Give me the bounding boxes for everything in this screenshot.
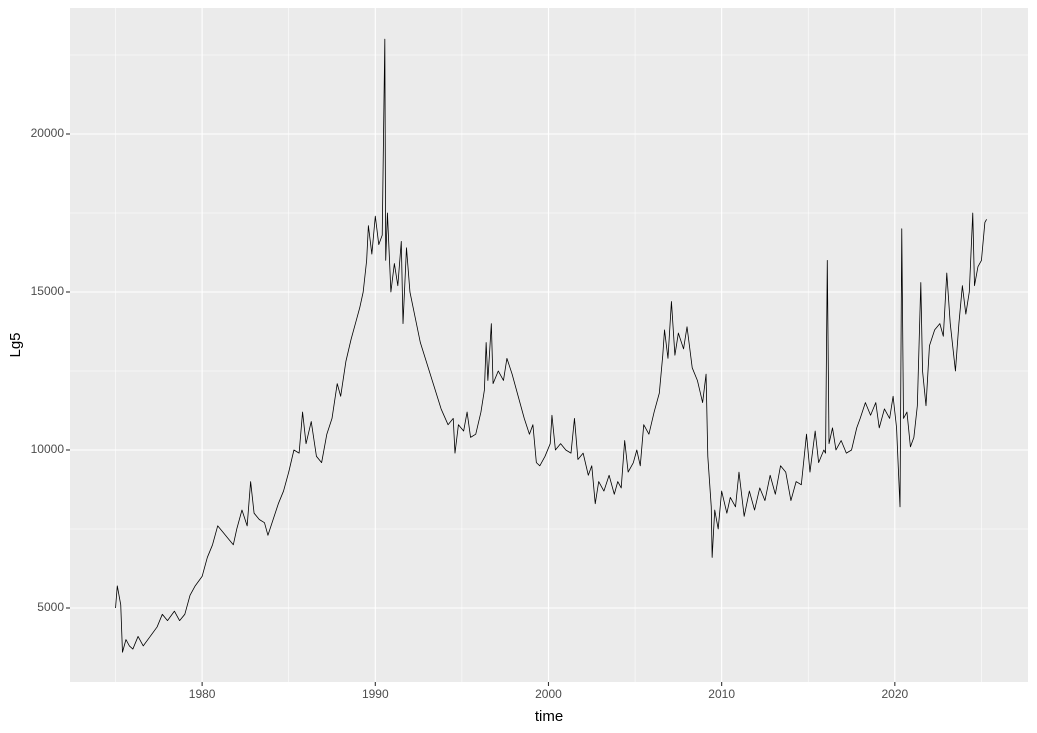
- y-tick-label: 5000: [37, 600, 64, 614]
- y-tick-label: 10000: [31, 442, 65, 456]
- x-tick-label: 2010: [708, 687, 735, 701]
- x-tick-label: 1990: [362, 687, 389, 701]
- y-tick-label: 15000: [31, 284, 65, 298]
- line: [115, 38, 987, 653]
- x-tick-label: 1980: [189, 687, 216, 701]
- x-tick-label: 2000: [535, 687, 562, 701]
- y-tick-label: 20000: [31, 126, 65, 140]
- y-axis-title: Lg5: [7, 332, 24, 357]
- x-tick-label: 2020: [881, 687, 908, 701]
- x-axis-title: time: [535, 708, 563, 725]
